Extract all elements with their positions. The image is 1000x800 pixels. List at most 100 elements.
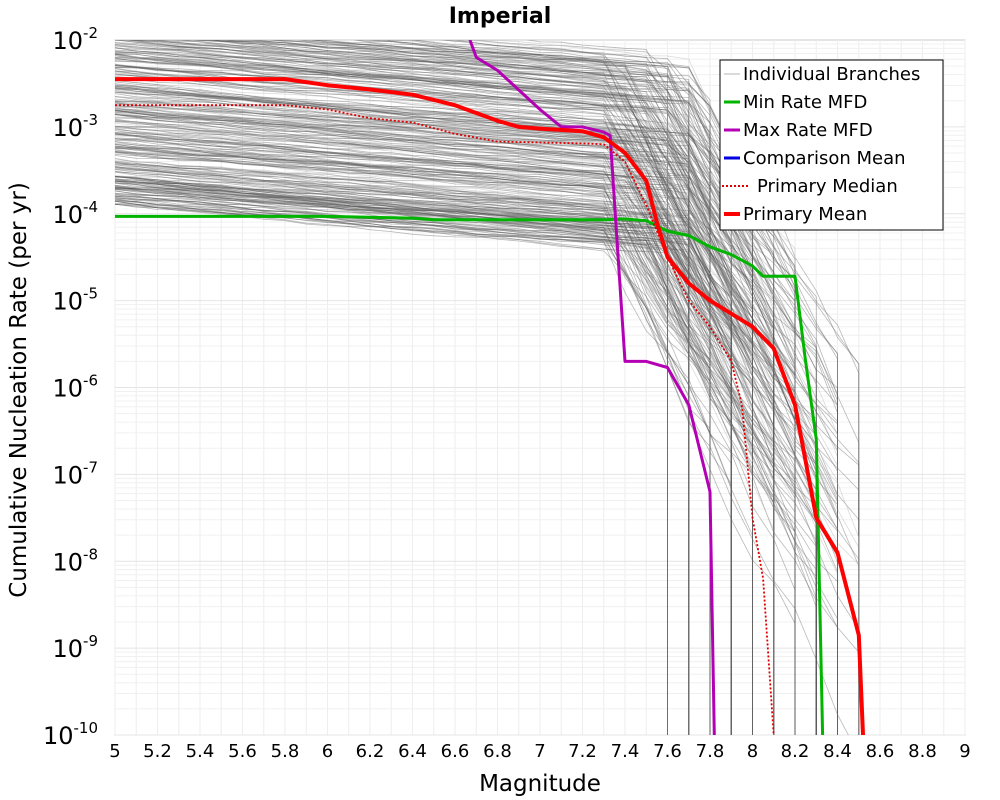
branch-line (115, 86, 711, 735)
branch-line (115, 190, 668, 735)
branch-line (115, 192, 753, 735)
branch-line (115, 132, 796, 735)
branch-line (115, 179, 796, 735)
legend-label: Primary Mean (743, 204, 867, 225)
branch-line (115, 57, 690, 735)
branch-line (115, 126, 732, 735)
x-tick-label: 7.8 (696, 741, 725, 762)
legend-item: Comparison Mean (724, 148, 906, 169)
x-tick-label: 5.4 (186, 741, 215, 762)
branch-line (115, 92, 796, 735)
branch-line (115, 193, 753, 735)
branch-line (115, 176, 796, 735)
branch-line (263, 40, 732, 735)
branch-line (115, 180, 775, 735)
branch-line (115, 176, 690, 735)
legend-label: Individual Branches (743, 64, 920, 85)
branch-line (115, 73, 775, 735)
branch-line (115, 88, 711, 735)
branch-line (115, 138, 668, 735)
branch-line (180, 40, 753, 735)
branch-line (120, 40, 732, 735)
branch-line (408, 40, 711, 735)
branch-line (115, 178, 668, 735)
branch-line (115, 200, 690, 735)
branch-line (115, 118, 753, 735)
branch-line (207, 40, 753, 735)
branch-line (115, 49, 796, 735)
branch-line (223, 40, 796, 735)
branch-line (115, 168, 668, 735)
branch-line (273, 40, 732, 735)
branch-line (115, 84, 796, 735)
branch-line (115, 171, 838, 735)
y-tick-label: 10-9 (52, 632, 98, 663)
branch-line (115, 187, 817, 735)
branch-line (249, 40, 690, 735)
legend-label: Comparison Mean (743, 148, 906, 169)
branch-line (115, 184, 860, 735)
branch-line (115, 200, 838, 735)
branch-line (115, 121, 775, 735)
legend-label: Primary Median (757, 176, 898, 197)
x-tick-label: 5.8 (271, 741, 300, 762)
branch-line (115, 53, 817, 735)
legend-box (719, 59, 944, 231)
branch-line (115, 64, 732, 735)
branch-line (173, 40, 690, 735)
branch-line (318, 40, 817, 735)
branch-line (115, 135, 711, 735)
x-tick-label: 8.6 (866, 741, 895, 762)
branch-line (115, 187, 668, 735)
legend-label: Min Rate MFD (743, 92, 867, 113)
branch-line (115, 91, 796, 735)
branch-line (115, 42, 711, 735)
x-tick-label: 6.6 (441, 741, 470, 762)
y-tick-label: 10-2 (52, 24, 98, 55)
branch-line (115, 166, 732, 735)
branch-line (115, 179, 732, 735)
branch-line (468, 40, 796, 735)
branch-line (115, 149, 817, 735)
branch-line (115, 114, 753, 735)
legend-item: Primary Median (722, 176, 898, 197)
x-tick-label: 6.2 (356, 741, 385, 762)
branch-line (115, 102, 775, 735)
branch-line (115, 85, 690, 735)
x-tick-label: 7.6 (653, 741, 682, 762)
branch-line (169, 40, 668, 735)
branch-line (121, 40, 753, 735)
branch-line (115, 102, 711, 735)
branch-line (115, 87, 775, 735)
branch-line (115, 176, 753, 735)
branch-line (115, 175, 732, 735)
branch-line (367, 40, 711, 735)
branch-line (115, 50, 690, 735)
x-tick-label: 7.2 (568, 741, 597, 762)
x-axis-label: Magnitude (479, 771, 601, 797)
branch-line (115, 167, 753, 735)
legend-item: Min Rate MFD (724, 92, 867, 113)
branch-line (115, 138, 817, 735)
branch-line (115, 171, 860, 735)
branch-line (295, 40, 690, 735)
branch-line (115, 171, 711, 735)
y-tick-label: 10-10 (43, 719, 98, 750)
branch-line (115, 51, 753, 735)
x-tick-label: 8 (747, 741, 758, 762)
branch-line (192, 40, 796, 735)
branch-line (115, 83, 775, 735)
branch-line (115, 182, 711, 735)
branch-line (210, 40, 753, 735)
branch-line (115, 164, 732, 735)
branch-line (115, 145, 668, 735)
branch-line (115, 123, 753, 735)
legend-item: Max Rate MFD (724, 120, 873, 141)
branch-line (115, 198, 838, 735)
branch-line (115, 74, 753, 735)
branch-line (115, 166, 775, 735)
x-tick-label: 5 (109, 741, 120, 762)
y-tick-label: 10-8 (52, 545, 98, 576)
branch-line (115, 61, 668, 735)
